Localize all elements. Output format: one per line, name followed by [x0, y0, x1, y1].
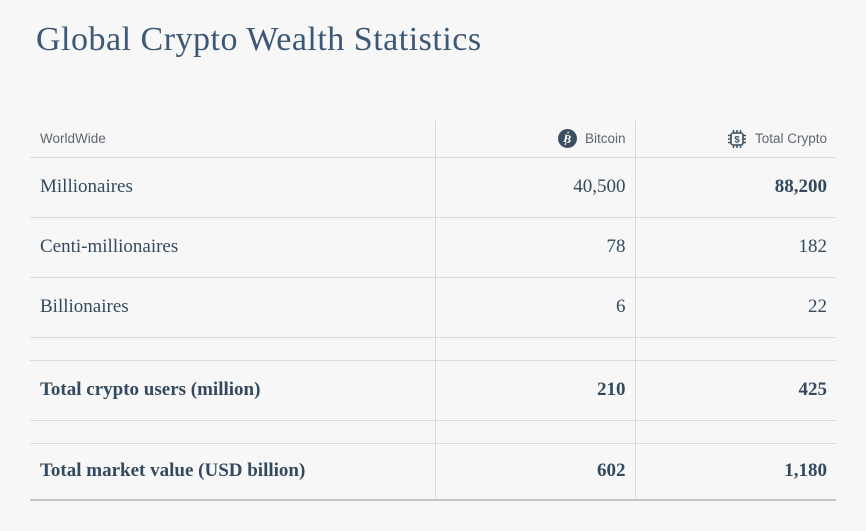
total-crypto-value: 1,180 [634, 443, 836, 502]
column-header-bitcoin-label: Bitcoin [584, 131, 626, 147]
total-crypto-value: 22 [634, 277, 836, 338]
row-label: Millionaires [30, 157, 435, 218]
column-header-total-crypto-label: Total Crypto [754, 131, 827, 147]
bitcoin-value: 210 [434, 360, 635, 421]
total-crypto-value: 425 [634, 360, 836, 421]
column-header-total-crypto: $ Total Crypto [634, 121, 836, 158]
column-header-bitcoin: B Bitcoin [434, 121, 635, 158]
row-label: Total crypto users (million) [30, 360, 435, 421]
bitcoin-value: 602 [434, 443, 635, 502]
spacer-row [30, 420, 836, 444]
bitcoin-value: 6 [434, 277, 635, 338]
total-crypto-value: 88,200 [634, 157, 836, 218]
bitcoin-value: 78 [434, 217, 635, 278]
table-row-centi-millionaires: Centi-millionaires 78 182 [30, 217, 836, 278]
bitcoin-value: 40,500 [434, 157, 635, 218]
column-header-worldwide: WorldWide [30, 121, 435, 158]
crypto-wealth-table: WorldWide B Bitcoin [30, 121, 836, 502]
page-title: Global Crypto Wealth Statistics [36, 21, 482, 58]
dollar-chip-icon: $ [727, 129, 747, 149]
table-row-total-crypto-users: Total crypto users (million) 210 425 [30, 360, 836, 421]
row-label: Centi-millionaires [30, 217, 435, 278]
row-label: Billionaires [30, 277, 435, 338]
spacer-row [30, 337, 836, 361]
row-label: Total market value (USD billion) [30, 443, 435, 502]
bitcoin-icon: B [557, 129, 577, 149]
svg-text:B: B [562, 133, 572, 146]
table-row-billionaires: Billionaires 6 22 [30, 277, 836, 338]
svg-text:$: $ [734, 134, 740, 145]
table-row-millionaires: Millionaires 40,500 88,200 [30, 157, 836, 218]
table-row-total-market-value: Total market value (USD billion) 602 1,1… [30, 443, 836, 502]
table-header-row: WorldWide B Bitcoin [30, 121, 836, 158]
total-crypto-value: 182 [634, 217, 836, 278]
